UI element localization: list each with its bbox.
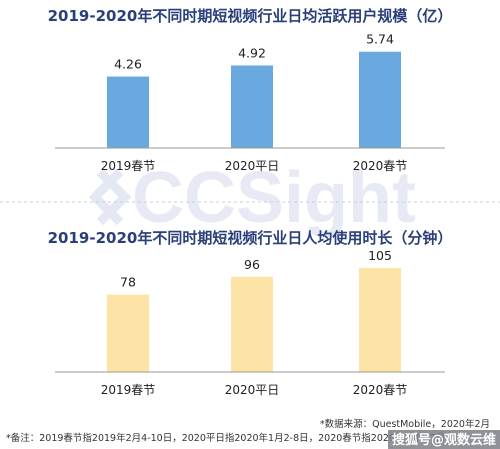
data-label: 4.26	[114, 57, 142, 72]
bar-2020春节	[359, 267, 401, 372]
data-label: 78	[120, 275, 136, 290]
remark-note: *备注：2019春节指2019年2月4-10日，2020平日指2020年1月2-…	[6, 432, 445, 444]
bar-2020春节	[359, 51, 401, 149]
bar-2019春节	[107, 294, 149, 372]
x-tick-label: 2019春节	[101, 383, 156, 397]
x-tick-label: 2019春节	[101, 159, 156, 173]
chart-title: 2019-2020年不同时期短视频行业日均活跃用户规模（亿）	[48, 7, 453, 25]
data-label-group: 78 96 105	[120, 248, 392, 290]
x-tick-label: 2020春节	[353, 383, 408, 397]
ccsight-logo-icon	[88, 168, 132, 226]
chart-daily-active-users: 2019-2020年不同时期短视频行业日均活跃用户规模（亿） 4.26 4.92 5…	[48, 7, 453, 173]
chart-title: 2019-2020年不同时期短视频行业日人均使用时长（分钟）	[48, 229, 453, 247]
bar-2019春节	[107, 76, 149, 148]
brand-overlay: 搜狐号@观数云维	[388, 430, 500, 449]
source-note: *数据来源：QuestMobile，2020年2月	[320, 418, 490, 430]
data-label-group: 4.26 4.92 5.74	[114, 32, 394, 72]
brand-overlay-text: 搜狐号@观数云维	[392, 432, 496, 448]
brand-overlay-bg	[388, 430, 500, 449]
data-label: 96	[244, 257, 260, 272]
watermark-text: CCSight	[132, 158, 416, 238]
ccsight-watermark: CCSight	[88, 158, 416, 238]
x-tick-label: 2020春节	[353, 159, 408, 173]
bar-2020平日	[231, 65, 273, 148]
bar-group	[107, 267, 401, 372]
data-label: 4.92	[238, 45, 266, 60]
data-label: 105	[368, 248, 392, 263]
bar-2020平日	[231, 276, 273, 372]
x-tick-label: 2020平日	[225, 383, 280, 397]
x-tick-label: 2020平日	[225, 159, 280, 173]
chart-daily-usage-time: 2019-2020年不同时期短视频行业日人均使用时长（分钟） 78 96 105 2…	[48, 229, 453, 397]
bar-group	[107, 51, 401, 149]
x-tick-group: 2019春节 2020平日 2020春节	[101, 383, 408, 397]
data-label: 5.74	[366, 32, 394, 47]
x-tick-group: 2019春节 2020平日 2020春节	[101, 159, 408, 173]
